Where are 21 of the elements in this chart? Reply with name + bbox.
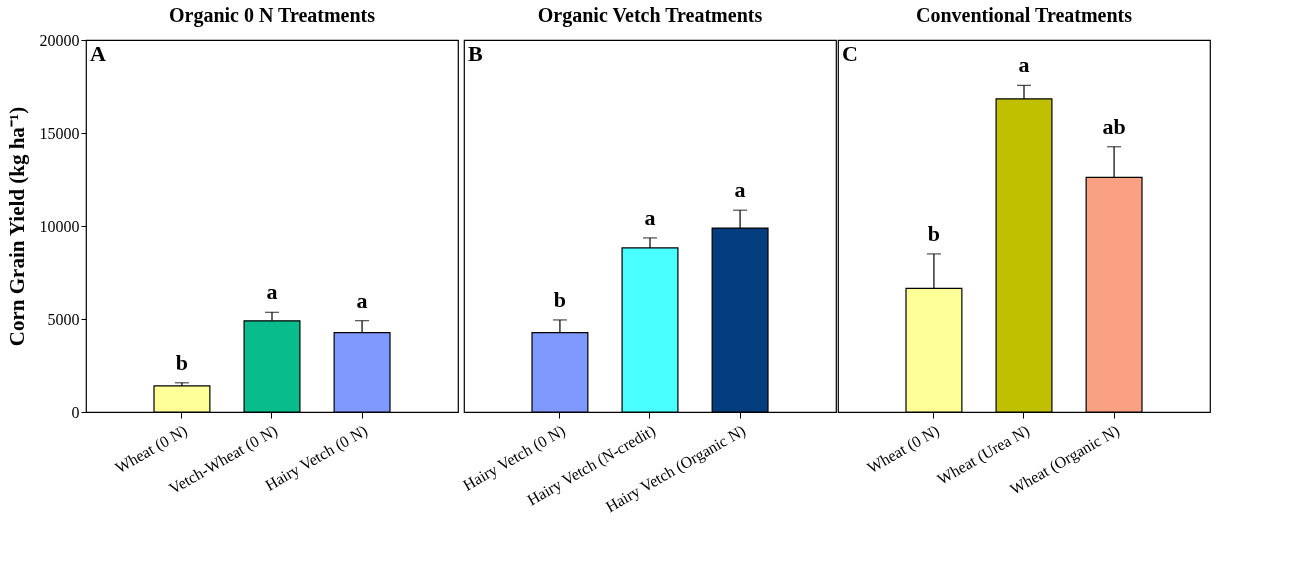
annotation: ab (1102, 113, 1126, 139)
chart-title: Organic 0 N Treatments (168, 4, 376, 27)
y-axis-title: Corn Grain Yield (kg ha⁻¹) (4, 106, 29, 347)
y-tick-label: 15000 (39, 124, 80, 142)
annotation: a (734, 177, 746, 203)
annotation: C (842, 41, 858, 66)
annotation: b (553, 286, 567, 312)
y-tick-label: 0 (71, 403, 80, 421)
annotation: a (356, 287, 368, 313)
y-tick-label: 10000 (39, 217, 80, 235)
annotation: b (175, 349, 189, 375)
y-tick-label: 20000 (39, 31, 80, 49)
annotation: a (1018, 52, 1030, 78)
y-tick-label: 5000 (47, 310, 80, 328)
annotation: a (644, 204, 656, 230)
annotation: b (927, 220, 941, 246)
annotation: A (90, 41, 106, 66)
annotation: a (266, 279, 278, 305)
chart-title: Organic Vetch Treatments (537, 4, 763, 27)
chart-title: Conventional Treatments (915, 4, 1133, 26)
annotation: B (468, 41, 483, 66)
